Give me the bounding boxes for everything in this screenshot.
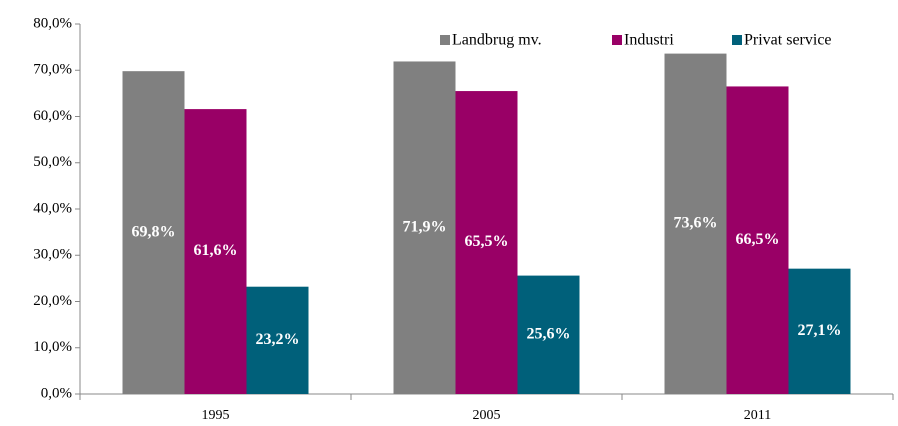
- bar: [122, 71, 185, 395]
- data-label: 61,6%: [194, 242, 238, 259]
- y-tick-label: 0,0%: [41, 385, 72, 401]
- data-label: 66,5%: [736, 231, 780, 248]
- y-tick-label: 40,0%: [33, 200, 72, 216]
- bar: [517, 275, 580, 394]
- x-tick-label: 2011: [744, 408, 771, 423]
- data-label: 65,5%: [465, 233, 509, 250]
- y-tick-label: 30,0%: [33, 247, 72, 263]
- x-tick-label: 2005: [473, 408, 501, 423]
- legend-label: Landbrug mv.: [452, 32, 542, 49]
- data-label: 27,1%: [798, 322, 842, 339]
- legend-swatch: [612, 35, 622, 45]
- legend-swatch: [440, 35, 450, 45]
- y-tick-label: 80,0%: [33, 15, 72, 31]
- data-label: 69,8%: [132, 223, 176, 240]
- data-label: 23,2%: [256, 331, 300, 348]
- legend-label: Industri: [624, 32, 674, 49]
- bar: [184, 109, 247, 394]
- data-label: 25,6%: [527, 325, 571, 342]
- bar: [788, 268, 851, 394]
- data-label: 71,9%: [403, 218, 447, 235]
- bar: [726, 86, 789, 394]
- bar: [455, 91, 518, 394]
- x-tick-label: 1995: [202, 408, 230, 423]
- bar: [393, 61, 456, 395]
- y-tick-label: 10,0%: [33, 339, 72, 355]
- y-tick-label: 70,0%: [33, 62, 72, 78]
- bar: [664, 53, 727, 394]
- data-label: 73,6%: [674, 214, 718, 231]
- legend-swatch: [732, 35, 742, 45]
- y-tick-label: 20,0%: [33, 293, 72, 309]
- y-tick-label: 50,0%: [33, 154, 72, 170]
- y-tick-label: 60,0%: [33, 108, 72, 124]
- bar: [246, 286, 309, 394]
- legend-label: Privat service: [744, 32, 832, 49]
